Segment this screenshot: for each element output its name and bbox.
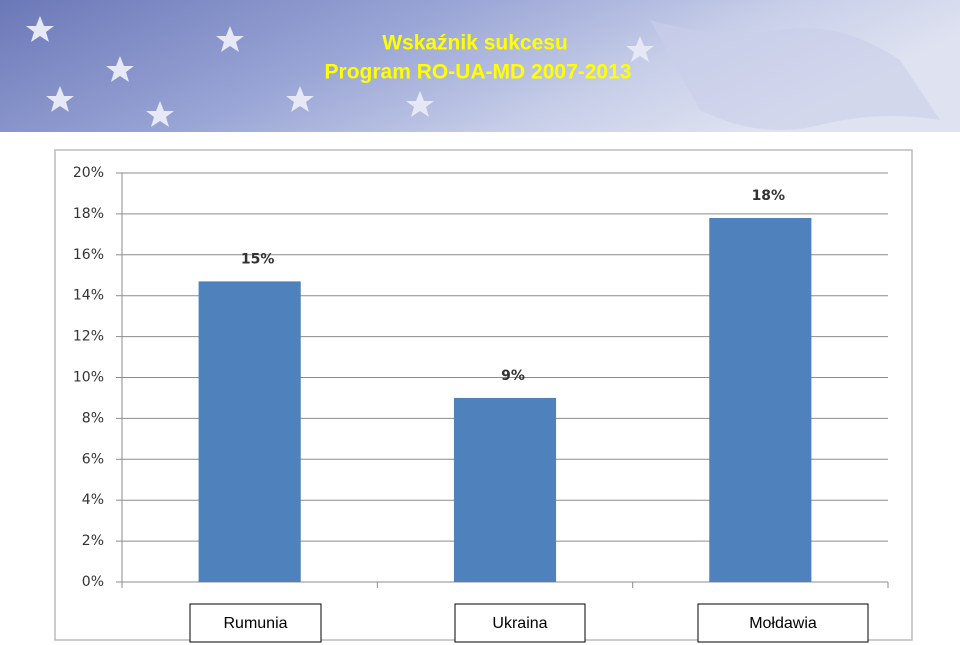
- value-label: 15%: [241, 251, 275, 267]
- category-box: [454, 603, 586, 643]
- plot: 0% 2% 4% 6% 8% 10% 12% 14% 16% 18% 20% 15% Rumunia 9%…: [73, 165, 889, 643]
- x-tick-label: Mołdawia: [749, 615, 817, 632]
- y-tick-label: 16%: [73, 247, 104, 263]
- bar: [453, 397, 557, 582]
- y-tick-label: 6%: [82, 451, 104, 467]
- y-tick-label: 8%: [82, 410, 104, 426]
- bar: [709, 217, 812, 583]
- x-tick-label: Rumunia: [223, 615, 287, 632]
- value-label: 9%: [501, 368, 525, 384]
- y-tick-label: 4%: [82, 492, 104, 508]
- value-label: 18%: [752, 188, 786, 204]
- title: Wskaźnik sukcesu: [382, 32, 568, 55]
- y-tick-label: 12%: [73, 329, 104, 345]
- subtitle: Program RO-UA-MD 2007-2013: [325, 61, 632, 84]
- x-tick-label: Ukraina: [492, 615, 547, 632]
- y-tick-label: 18%: [73, 206, 104, 222]
- y-tick-label: 0%: [82, 574, 104, 590]
- y-tick-label: 2%: [82, 533, 104, 549]
- banner: [0, 0, 960, 132]
- category-box: [697, 603, 869, 643]
- y-tick-label: 10%: [73, 370, 104, 386]
- bar: [198, 281, 301, 582]
- y-tick-label: 20%: [73, 165, 104, 181]
- category-box: [189, 603, 322, 643]
- y-tick-label: 14%: [73, 288, 104, 304]
